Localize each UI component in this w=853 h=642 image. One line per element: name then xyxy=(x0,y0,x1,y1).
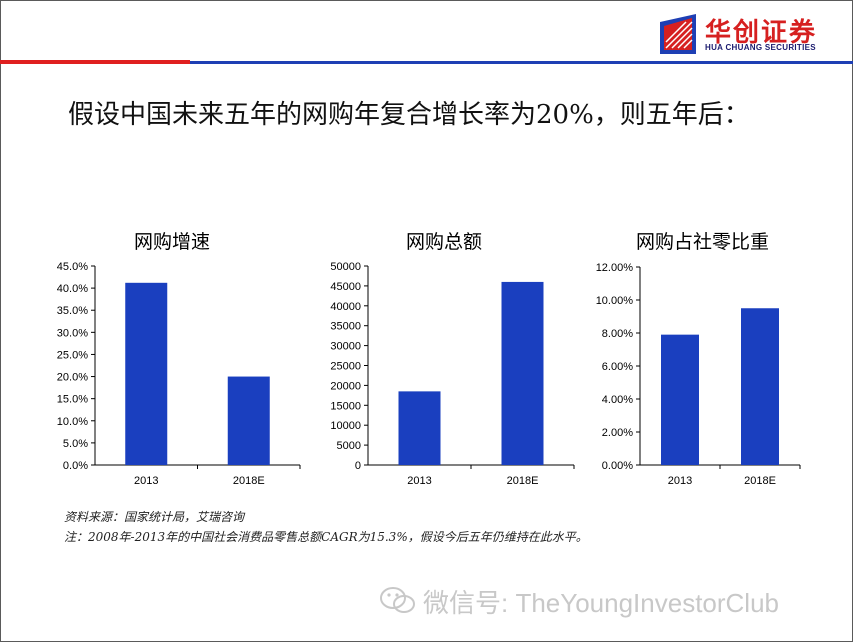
y-tick-label: 6.00% xyxy=(602,361,633,373)
slide-headline: 假设中国未来五年的网购年复合增长率为20%，则五年后： xyxy=(68,100,750,130)
x-tick-label: 2018E xyxy=(507,475,539,487)
y-tick-label: 0.00% xyxy=(602,460,633,472)
y-tick-label: 25000 xyxy=(330,361,361,373)
y-tick-label: 0.0% xyxy=(63,460,88,472)
y-tick-label: 50000 xyxy=(330,261,361,273)
chart-title-total: 网购总额 xyxy=(406,231,483,253)
y-tick-label: 15.0% xyxy=(57,394,88,406)
y-tick-label: 12.00% xyxy=(596,262,634,274)
header-rule-blue xyxy=(190,61,853,64)
y-tick-label: 15000 xyxy=(330,400,361,412)
bar-2018E xyxy=(501,281,544,465)
y-tick-label: 40.0% xyxy=(57,283,88,295)
y-tick-label: 25.0% xyxy=(57,349,88,361)
chart-title-share: 网购占社零比重 xyxy=(636,231,770,253)
y-tick-label: 10.0% xyxy=(57,416,88,428)
bar-2018E xyxy=(741,308,779,465)
y-tick-label: 8.00% xyxy=(602,328,633,340)
wechat-icon xyxy=(380,587,415,613)
y-tick-label: 45000 xyxy=(330,281,361,293)
y-tick-label: 2.00% xyxy=(602,427,633,439)
y-tick-label: 5000 xyxy=(337,440,361,452)
bar-2018E xyxy=(227,376,270,465)
bar-2013 xyxy=(661,334,699,465)
y-tick-label: 35000 xyxy=(330,321,361,333)
x-tick-label: 2018E xyxy=(233,475,265,487)
y-tick-label: 35.0% xyxy=(57,305,88,317)
y-tick-label: 30.0% xyxy=(57,327,88,339)
x-tick-label: 2013 xyxy=(668,475,692,487)
bar-2013 xyxy=(125,282,168,465)
x-tick-label: 2013 xyxy=(407,475,431,487)
source-note: 资料来源：国家统计局，艾瑞咨询 xyxy=(64,510,245,524)
y-tick-label: 30000 xyxy=(330,341,361,353)
y-tick-label: 5.0% xyxy=(63,438,88,450)
y-tick-label: 40000 xyxy=(330,301,361,313)
x-tick-label: 2013 xyxy=(134,475,158,487)
x-tick-label: 2018E xyxy=(744,475,776,487)
y-tick-label: 20000 xyxy=(330,380,361,392)
y-tick-label: 0 xyxy=(355,460,361,472)
watermark-text: 微信号: TheYoungInvestorClub xyxy=(423,588,780,618)
y-tick-label: 20.0% xyxy=(57,372,88,384)
brand-name: 华创证券 xyxy=(705,18,818,48)
y-tick-label: 10000 xyxy=(330,420,361,432)
y-tick-label: 4.00% xyxy=(602,394,633,406)
header-rule-red xyxy=(0,60,190,64)
y-tick-label: 10.00% xyxy=(596,295,634,307)
y-tick-label: 45.0% xyxy=(57,261,88,273)
brand-subname: HUA CHUANG SECURITIES xyxy=(705,43,816,52)
chart-title-growth: 网购增速 xyxy=(134,231,211,253)
remark-note: 注：2008年-2013年的中国社会消费品零售总额CAGR为15.3%，假设今后… xyxy=(64,530,588,544)
bar-2013 xyxy=(398,391,441,465)
huachuang-logo-icon xyxy=(660,14,696,54)
